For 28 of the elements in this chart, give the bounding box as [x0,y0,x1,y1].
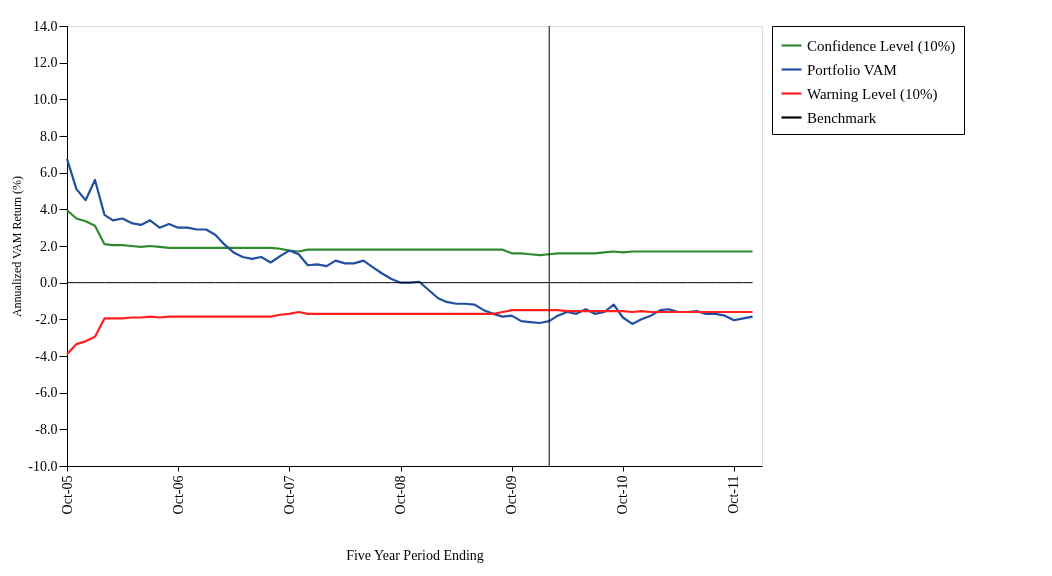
y-tick-label: 10.0 [33,91,58,107]
y-tick-label: 8.0 [40,128,58,144]
y-tick-label: 6.0 [40,165,58,181]
y-tick-label: 14.0 [33,18,58,34]
x-tick-label: Oct-05 [59,475,75,515]
x-tick-label: Oct-07 [281,475,297,515]
y-tick-label: 2.0 [40,238,58,254]
y-axis-title: Annualized VAM Return (%) [10,175,25,318]
x-axis-title: Five Year Period Ending [346,548,484,564]
legend-label: Portfolio VAM [807,61,897,78]
x-tick-label: Oct-06 [170,475,186,515]
legend-label: Warning Level (10%) [807,85,938,103]
line-series [65,309,754,356]
line-series [65,209,754,257]
y-tick-label: -4.0 [35,348,58,364]
y-tick-label: 0.0 [40,275,58,291]
y-tick-label: -8.0 [35,421,58,437]
x-tick-label: Oct-11 [726,475,742,514]
y-tick-label: 12.0 [33,55,58,71]
y-tick-label: -10.0 [28,458,58,474]
y-tick-label: -6.0 [35,385,58,401]
y-tick-label: 4.0 [40,201,58,217]
legend-label: Benchmark [807,109,877,126]
x-tick-label: Oct-10 [615,475,631,515]
x-tick-label: Oct-08 [393,475,409,515]
y-tick-label: -2.0 [35,311,58,327]
legend-label: Confidence Level (10%) [807,37,956,55]
x-tick-label: Oct-09 [504,475,520,515]
